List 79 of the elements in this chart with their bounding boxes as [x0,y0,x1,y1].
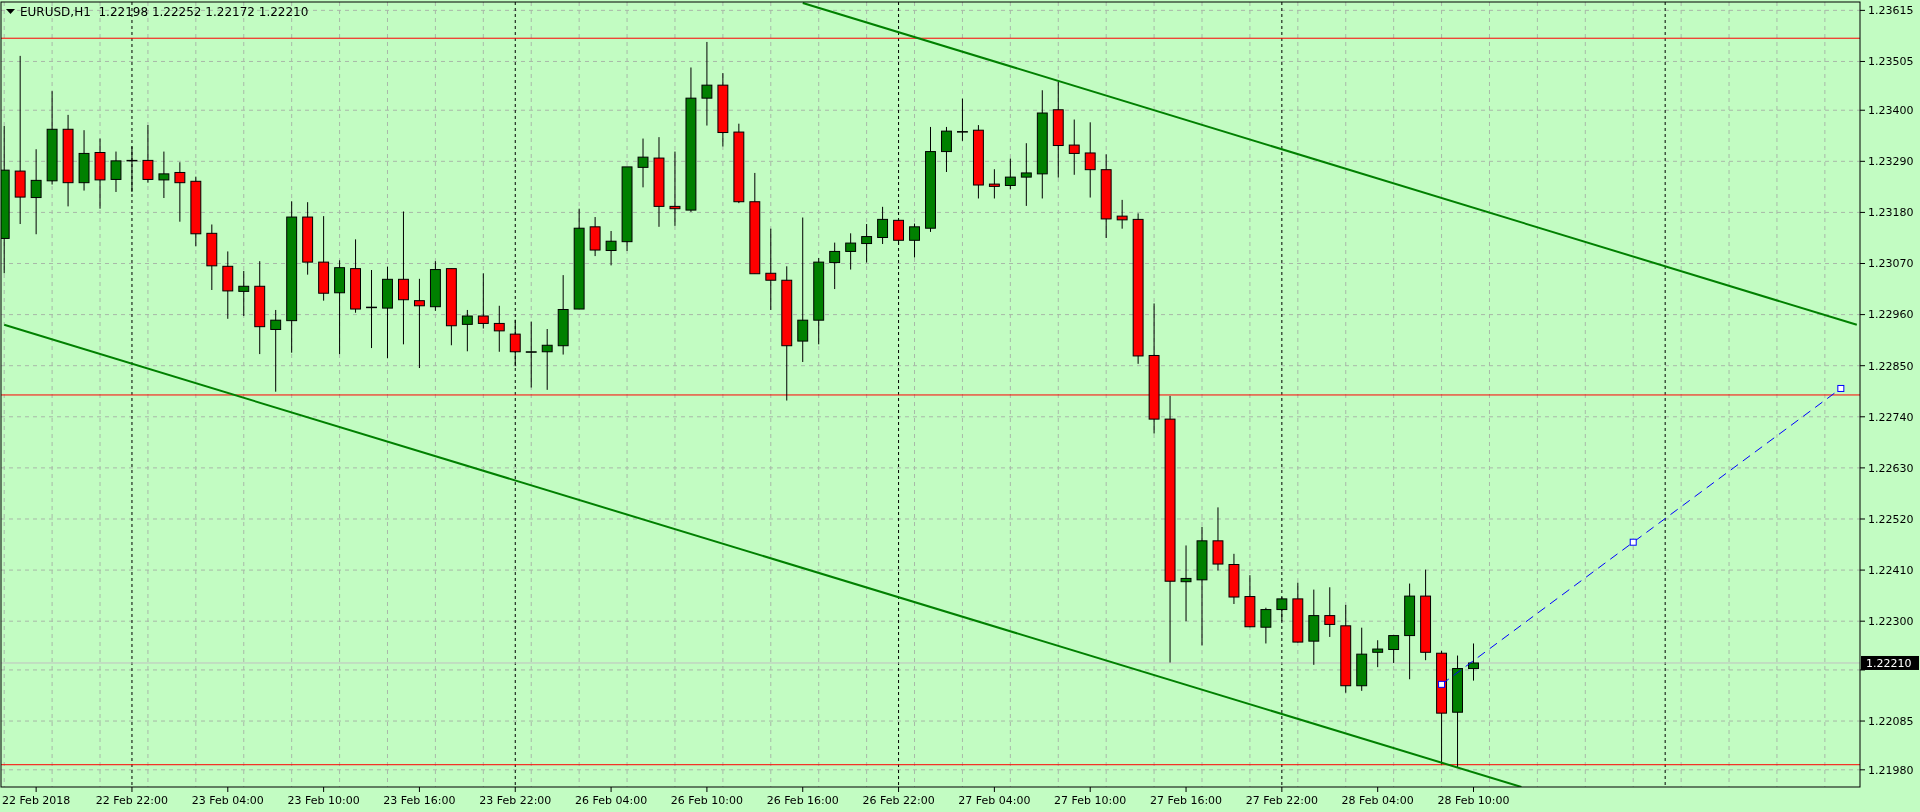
candlestick [1004,158,1016,190]
candlestick [1212,506,1224,572]
candlestick [956,98,968,142]
y-tick-label: 1.22410 [1868,563,1914,577]
candlestick [1180,544,1192,622]
candlestick [1084,121,1096,199]
candlestick [126,145,138,193]
y-tick-label: 1.23505 [1868,55,1914,69]
x-tick-label: 27 Feb 10:00 [1054,794,1127,807]
y-tick-label: 1.23070 [1868,257,1914,271]
y-tick-label: 1.22300 [1868,615,1914,629]
x-tick-label: 26 Feb 10:00 [670,794,743,807]
candlestick [493,305,505,353]
x-tick-label: 28 Feb 04:00 [1341,794,1414,807]
ref-line-label: 1.22210 [1866,656,1912,670]
candlestick [509,319,521,367]
x-tick-label: 26 Feb 22:00 [862,794,935,807]
x-tick-label: 22 Feb 2018 [1,794,71,807]
x-tick-label: 23 Feb 16:00 [383,794,456,807]
y-tick-label: 1.22850 [1868,359,1914,373]
y-tick-label: 1.23290 [1868,155,1914,169]
candlestick [941,126,952,173]
point [1837,384,1845,392]
candlestick [174,161,186,223]
candlestick [988,168,1000,199]
y-tick-label: 1.22960 [1868,308,1914,322]
candlestick [158,151,170,199]
candlestick [1260,607,1272,644]
candlestick [398,210,409,345]
x-tick-label: 26 Feb 04:00 [575,794,648,807]
candlestick [461,309,473,352]
x-tick-label: 28 Feb 10:00 [1437,794,1510,807]
chart-title: EURUSD,H1 1.22198 1.22252 1.22172 1.22210 [20,5,309,19]
candlestick [845,232,857,271]
candlestick [829,242,841,290]
candlestick [701,41,713,127]
x-tick-label: 22 Feb 22:00 [95,794,169,807]
y-tick-label: 1.23615 [1868,4,1914,18]
candlestick [525,321,537,389]
candlestick [1324,586,1336,638]
candlestick [861,223,873,264]
y-tick-label: 1.21980 [1868,763,1914,777]
candlestick [1468,642,1479,682]
candlestick [142,124,154,184]
candlestick [238,270,250,317]
x-tick-label: 26 Feb 16:00 [766,794,839,807]
candlestick [270,309,282,393]
candlestick [637,138,649,188]
y-tick-label: 1.22520 [1868,512,1914,526]
candlestick [1020,142,1032,207]
candlestick [909,223,920,258]
candlestick [541,328,553,391]
candlestick [1372,639,1384,668]
candlestick [1116,199,1128,230]
candlestick [589,216,601,257]
x-tick-label: 23 Feb 22:00 [479,794,552,807]
candlestick [669,151,681,227]
x-tick-label: 27 Feb 04:00 [958,794,1031,807]
candlestick [1388,635,1400,664]
x-tick-label: 23 Feb 10:00 [287,794,360,807]
candlestick [1068,119,1080,176]
candlestick [877,206,889,245]
point [1629,538,1637,546]
candlestick [413,278,425,369]
candlestick [797,217,809,363]
y-tick-label: 1.23180 [1868,206,1914,220]
candlestick [477,272,489,330]
x-tick-label: 23 Feb 04:00 [191,794,264,807]
y-tick-label: 1.22630 [1868,461,1914,475]
x-tick-label: 27 Feb 22:00 [1245,794,1318,807]
y-tick-label: 1.22740 [1868,410,1914,424]
y-tick-label: 1.23400 [1868,104,1914,118]
candlestick [765,228,777,311]
candlestick [605,230,617,266]
y-tick-label: 1.22085 [1868,714,1914,728]
x-tick-label: 27 Feb 16:00 [1149,794,1223,807]
candlestick [30,148,42,235]
candlestick [110,151,122,193]
point [1438,680,1446,688]
